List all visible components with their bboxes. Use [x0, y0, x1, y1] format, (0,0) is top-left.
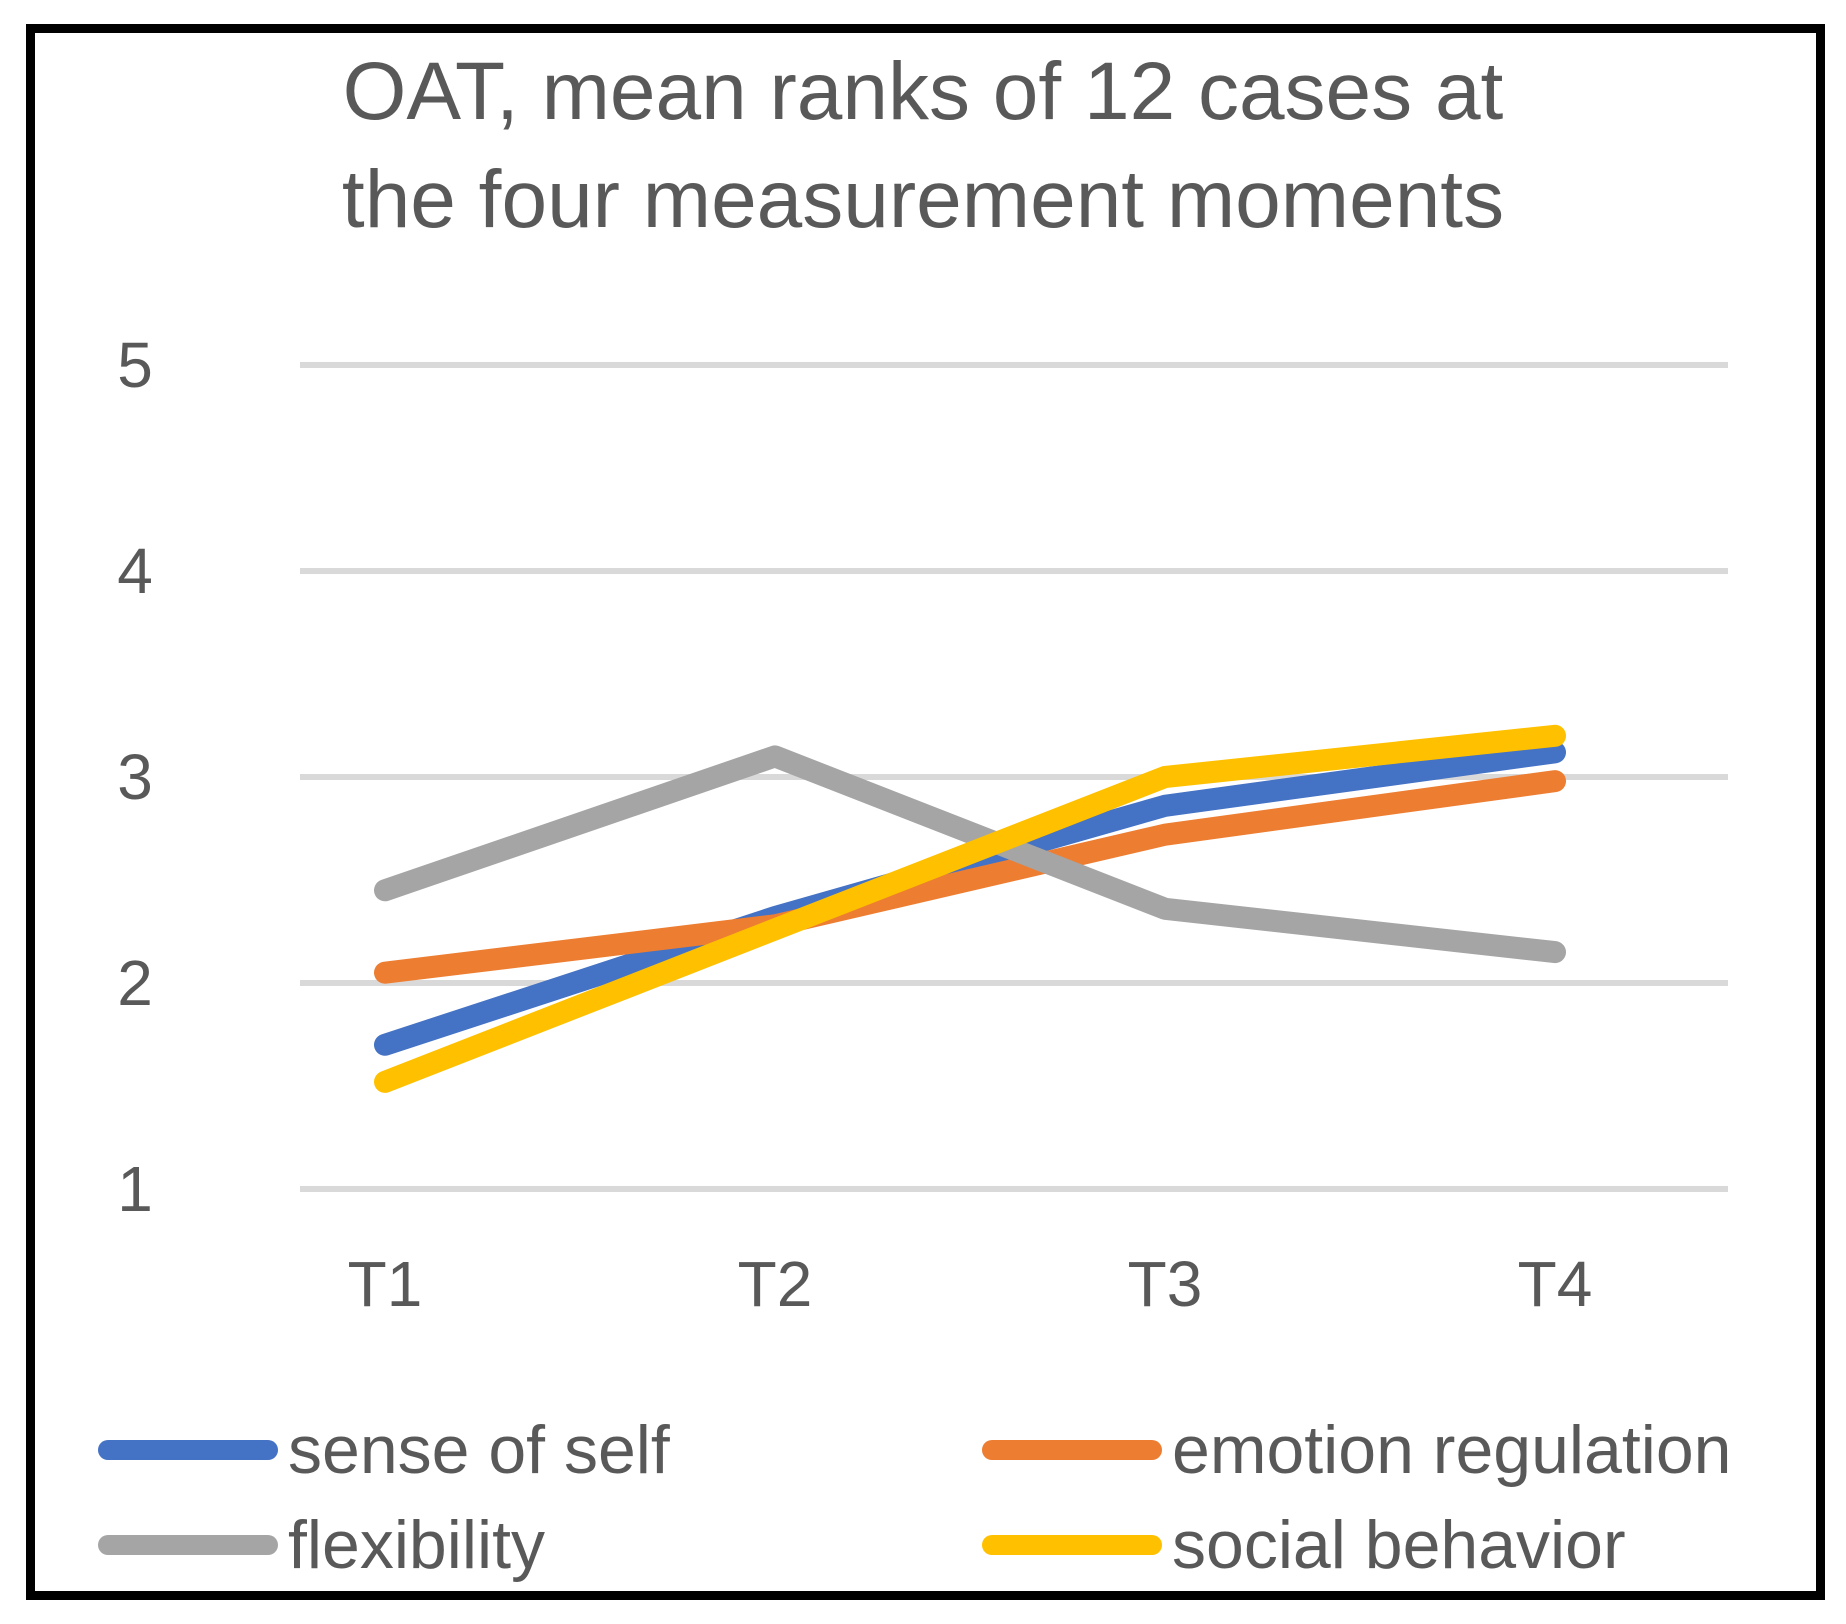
y-axis-label-5: 5	[117, 329, 153, 401]
legend-swatch-flexibility	[98, 1535, 278, 1555]
x-axis-label-t1: T1	[347, 1248, 423, 1320]
y-axis-label-2: 2	[117, 947, 153, 1019]
legend-swatch-social-behavior	[982, 1535, 1162, 1555]
x-axis-label-t3: T3	[1127, 1248, 1203, 1320]
series-line-emotion-regulation	[374, 770, 1566, 984]
chart-title-line-1: OAT, mean ranks of 12 cases at	[342, 46, 1504, 137]
x-axis-label-t4: T4	[1517, 1248, 1593, 1320]
series-line-flexibility	[374, 745, 1566, 964]
chart-border	[26, 24, 1825, 1600]
x-axis-label-t2: T2	[737, 1248, 813, 1320]
legend-label-emotion-regulation: emotion regulation	[1172, 1412, 1732, 1488]
chart-title-line-2: the four measurement moments	[341, 154, 1505, 245]
legend-label-sense-of-self: sense of self	[288, 1412, 670, 1488]
y-axis-label-3: 3	[117, 741, 153, 813]
chart-title: OAT, mean ranks of 12 cases at the four …	[0, 38, 1846, 254]
legend-label-social-behavior: social behavior	[1172, 1507, 1626, 1583]
y-axis-label-4: 4	[117, 535, 153, 607]
y-axis-label-1: 1	[117, 1153, 153, 1225]
legend-swatch-emotion-regulation	[982, 1440, 1162, 1460]
series-line-social-behavior	[374, 724, 1566, 1093]
legend-label-flexibility: flexibility	[288, 1507, 545, 1583]
legend-swatch-sense-of-self	[98, 1440, 278, 1460]
